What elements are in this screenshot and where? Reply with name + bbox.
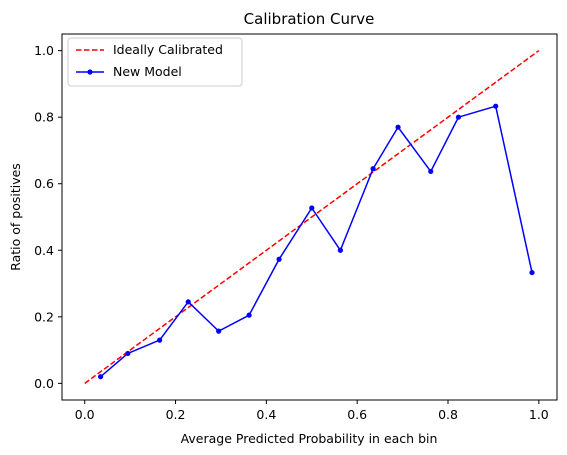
x-tick-label: 0.0	[75, 407, 95, 422]
y-tick-label: 0.2	[34, 309, 54, 324]
model-data-point	[395, 124, 401, 130]
model-data-point	[428, 168, 434, 175]
x-tick-label: 1.0	[529, 407, 549, 422]
legend-box	[67, 37, 243, 87]
model-data-point	[216, 328, 222, 334]
x-tick-label: 0.4	[256, 407, 276, 422]
model-data-point	[98, 374, 104, 380]
model-data-point	[157, 337, 163, 343]
y-tick-label: 0.6	[34, 176, 54, 191]
y-axis: 0.0 0.2 0.4 0.6 0.8 1.0	[34, 43, 62, 391]
x-axis-label: Average Predicted Probability in each bi…	[181, 431, 438, 446]
model-data-point	[337, 247, 343, 253]
legend-marker-model	[87, 69, 93, 75]
y-tick-label: 0.0	[34, 376, 54, 391]
x-tick-label: 0.8	[438, 407, 458, 422]
model-data-point	[246, 312, 252, 318]
series-layer	[84, 50, 540, 384]
chart-title: Calibration Curve	[244, 10, 375, 28]
model-data-point	[276, 256, 282, 262]
model-data-point	[493, 103, 499, 109]
x-tick-label: 0.2	[166, 407, 186, 422]
ideal-calibration-line	[84, 50, 540, 384]
y-tick-label: 0.4	[34, 243, 54, 258]
y-tick-label: 0.8	[34, 110, 54, 125]
legend: Ideally Calibrated New Model	[67, 37, 243, 87]
model-data-point	[529, 269, 535, 276]
x-axis: 0.0 0.2 0.4 0.6 0.8 1.0	[75, 400, 549, 422]
model-data-point	[125, 350, 131, 357]
model-data-point	[370, 166, 376, 172]
model-data-point	[455, 114, 462, 120]
legend-label-model: New Model	[113, 64, 182, 79]
model-data-point	[309, 205, 315, 211]
model-data-point	[185, 299, 191, 305]
legend-label-ideal: Ideally Calibrated	[113, 42, 223, 57]
y-tick-label: 1.0	[34, 43, 54, 58]
y-axis-label: Ratio of positives	[8, 163, 23, 271]
x-tick-label: 0.6	[347, 407, 367, 422]
